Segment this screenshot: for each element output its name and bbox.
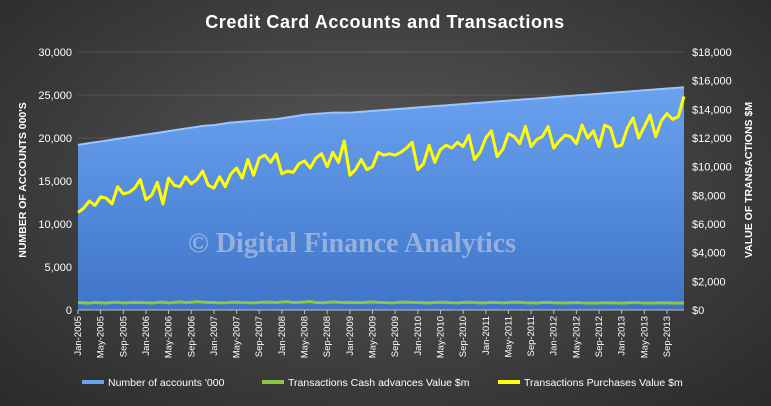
x-tick-label: Jan-2006 [141, 316, 152, 356]
x-tick-label: May-2012 [571, 316, 582, 358]
purchases-line [77, 96, 686, 214]
legend-label: Transactions Cash advances Value $m [288, 377, 470, 389]
x-tick-label: Sep-2011 [526, 316, 537, 357]
axis-layer: 0 5,000 10,000 15,000 20,000 25,000 30,000 $0 $2… [38, 47, 731, 358]
x-tick-label: Sep-2007 [254, 316, 265, 357]
y2-tick-label: $10,000 [692, 162, 732, 174]
y-tick-label: 0 [66, 305, 72, 317]
x-tick-label: May-2011 [503, 316, 514, 358]
accounts-area-edge [77, 86, 685, 146]
y2-tick-label: $2,000 [692, 276, 726, 288]
x-tick-label: Sep-2006 [186, 316, 197, 357]
legend-item-accounts: Number of accounts '000 [82, 377, 225, 389]
x-tick-label: Jan-2009 [345, 316, 356, 356]
legend-item-cash-advances: Transactions Cash advances Value $m [262, 377, 470, 389]
y2-tick-label: $4,000 [692, 248, 726, 260]
x-tick-label: May-2010 [435, 316, 446, 358]
x-tick-label: Jan-2005 [73, 316, 84, 356]
y-tick-label: 10,000 [38, 219, 72, 231]
x-tick-label: Jan-2013 [617, 316, 628, 356]
x-tick-label: Jan-2012 [549, 316, 560, 356]
legend-label: Number of accounts '000 [108, 377, 225, 389]
y2-tick-label: $16,000 [692, 76, 732, 88]
x-tick-label: May-2007 [232, 316, 243, 358]
chart-title: Credit Card Accounts and Transactions [205, 12, 565, 32]
x-tick-label: Sep-2005 [118, 316, 129, 357]
legend-label: Transactions Purchases Value $m [524, 377, 683, 389]
x-tick-label: May-2013 [639, 316, 650, 358]
legend: Number of accounts '000 Transactions Cash… [82, 377, 683, 389]
y2-tick-label: $14,000 [692, 104, 732, 116]
y2-tick-label: $18,000 [692, 47, 732, 59]
series-layer [77, 86, 686, 310]
y-tick-label: 30,000 [38, 47, 72, 59]
x-tick-label: Sep-2013 [662, 316, 673, 357]
x-tick-label: May-2006 [164, 316, 175, 358]
accounts-area [78, 87, 684, 310]
cash-advances-line [77, 300, 685, 305]
y2-tick-label: $6,000 [692, 219, 726, 231]
x-tick-label: Jan-2007 [209, 316, 220, 356]
y2-tick-label: $0 [692, 305, 704, 317]
y-axis-title: NUMBER OF ACCOUNTS 000'S [17, 102, 29, 258]
y-tick-label: 20,000 [38, 133, 72, 145]
legend-item-purchases: Transactions Purchases Value $m [498, 377, 683, 389]
y-tick-label: 5,000 [44, 262, 72, 274]
y2-axis-title: VALUE OF TRANSACTIONS $M [743, 102, 755, 258]
y2-tick-label: $8,000 [692, 190, 726, 202]
x-tick-label: Sep-2010 [458, 316, 469, 357]
x-tick-label: Jan-2008 [277, 316, 288, 356]
y2-tick-label: $12,000 [692, 133, 732, 145]
x-tick-label: May-2005 [96, 316, 107, 358]
x-tick-label: Jan-2010 [413, 316, 424, 356]
y-tick-label: 15,000 [38, 176, 72, 188]
y-tick-label: 25,000 [38, 90, 72, 102]
x-tick-label: Sep-2009 [390, 316, 401, 357]
x-tick-label: Sep-2012 [594, 316, 605, 357]
watermark: © Digital Finance Analytics [188, 228, 516, 259]
x-tick-label: May-2008 [300, 316, 311, 358]
x-tick-label: Jan-2011 [481, 316, 492, 355]
x-tick-label: Sep-2008 [322, 316, 333, 357]
x-tick-label: May-2009 [368, 316, 379, 358]
